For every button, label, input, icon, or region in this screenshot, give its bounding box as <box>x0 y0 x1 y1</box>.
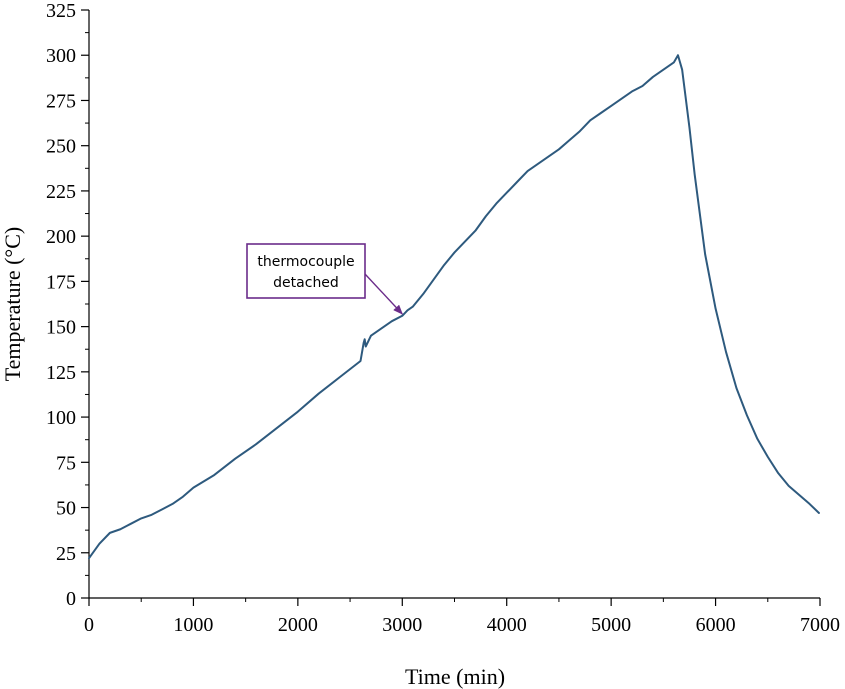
x-tick-label: 7000 <box>800 614 840 636</box>
y-tick-label: 325 <box>46 0 76 22</box>
axis-tick-labels: 0 1000 2000 3000 4000 5000 6000 7000 0 25 50 75 100 1… <box>46 0 840 636</box>
y-tick-label: 75 <box>56 452 76 474</box>
x-tick-label: 3000 <box>382 614 422 636</box>
y-tick-label: 175 <box>46 271 76 293</box>
y-tick-label: 25 <box>56 543 76 565</box>
axis-ticks <box>81 9 821 606</box>
y-tick-label: 125 <box>46 362 76 384</box>
x-axis-title: Time (min) <box>405 664 505 689</box>
temperature-series-line <box>88 54 820 560</box>
y-tick-label: 0 <box>66 588 76 610</box>
y-tick-label: 225 <box>46 181 76 203</box>
y-tick-label: 50 <box>56 498 76 520</box>
x-tick-label: 0 <box>84 614 94 636</box>
y-axis-title: Temperature (°C) <box>0 227 25 381</box>
annotation-box <box>246 243 366 299</box>
y-tick-label: 300 <box>46 45 76 67</box>
y-tick-label: 150 <box>46 317 76 339</box>
annotation-arrow <box>364 273 403 315</box>
annotation-line-1: thermocouple <box>257 254 354 270</box>
series-group <box>88 54 820 560</box>
x-tick-label: 6000 <box>696 614 736 636</box>
y-tick-label: 200 <box>46 226 76 248</box>
y-tick-label: 275 <box>46 90 76 112</box>
annotation-thermocouple-detached: thermocouple detached <box>246 243 403 315</box>
y-tick-label: 250 <box>46 136 76 158</box>
y-tick-label: 100 <box>46 407 76 429</box>
x-tick-label: 2000 <box>278 614 318 636</box>
x-tick-label: 5000 <box>591 614 631 636</box>
x-tick-label: 1000 <box>173 614 213 636</box>
annotation-line-2: detached <box>273 275 339 291</box>
x-tick-label: 4000 <box>487 614 527 636</box>
